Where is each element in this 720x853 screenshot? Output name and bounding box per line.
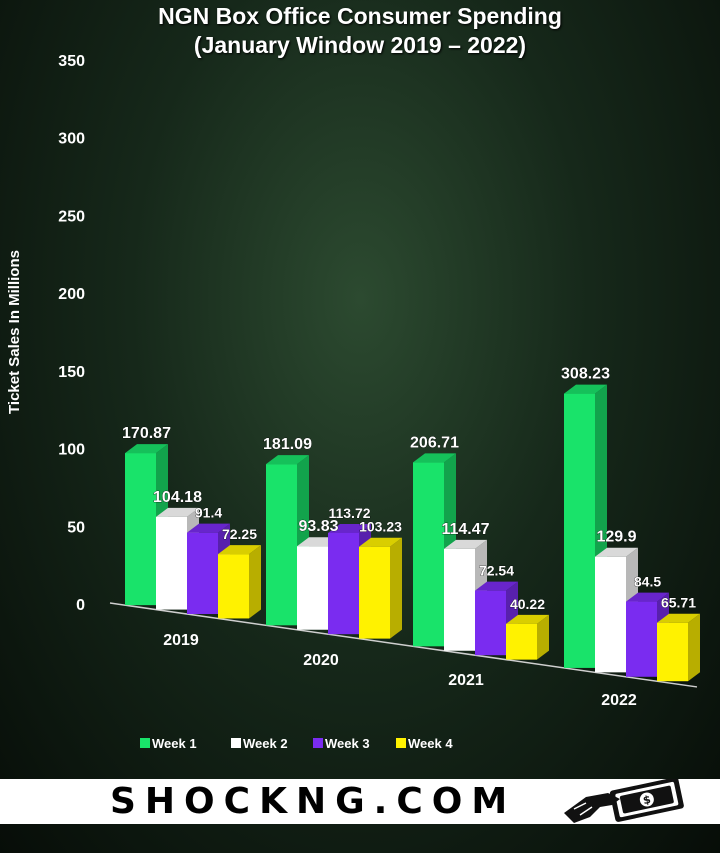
bar-top: [506, 614, 549, 624]
legend-swatch: [140, 738, 150, 748]
bar-side: [390, 537, 402, 639]
y-tick-label: 150: [58, 364, 85, 381]
y-tick-label: 200: [58, 286, 85, 303]
bar-side: [249, 545, 261, 619]
bar-top: [125, 444, 168, 454]
data-label: 129.9: [596, 529, 636, 546]
svg-text:$: $: [642, 793, 652, 807]
y-tick-label: 0: [76, 597, 85, 614]
bar-week-3: [187, 532, 218, 615]
data-label: 308.23: [561, 366, 610, 383]
bar-week-3: [626, 601, 657, 677]
legend-swatch: [313, 738, 323, 748]
bar-top: [444, 539, 487, 549]
bar-week-2: [297, 546, 328, 630]
bar-week-4: [359, 546, 390, 639]
bar-week-4: [657, 622, 688, 682]
bar-top: [626, 592, 669, 602]
bar-week-2: [444, 548, 475, 651]
bar-week-3: [475, 590, 506, 656]
bar-side: [537, 614, 549, 660]
data-label: 91.4: [195, 505, 222, 521]
chart-subtitle: (January Window 2019 – 2022): [193, 32, 527, 58]
bar-week-1: [564, 393, 595, 668]
data-label: 40.22: [510, 596, 545, 612]
bar-top: [475, 581, 518, 591]
bar-top: [328, 523, 371, 533]
x-tick-label: 2020: [303, 652, 339, 669]
data-label: 72.54: [479, 563, 514, 579]
y-tick-label: 100: [58, 442, 85, 459]
bar-week-2: [595, 556, 626, 673]
bar-week-1: [266, 464, 297, 626]
bar-week-1: [413, 462, 444, 647]
y-tick-label: 250: [58, 208, 85, 225]
chart-title: NGN Box Office Consumer Spending: [158, 3, 562, 29]
brand-name[interactable]: SHOCKNG.COM: [110, 781, 517, 822]
data-label: 93.83: [298, 518, 338, 535]
data-label: 114.47: [441, 521, 489, 538]
bar-week-4: [218, 554, 249, 619]
data-label: 84.5: [634, 574, 661, 590]
data-label: 113.72: [328, 505, 370, 521]
data-label: 104.18: [153, 489, 202, 506]
bar-top: [156, 507, 199, 517]
x-tick-label: 2019: [163, 632, 199, 649]
data-label: 170.87: [122, 425, 171, 442]
bar-top: [266, 455, 309, 465]
legend-swatch: [231, 738, 241, 748]
bar-top: [564, 384, 607, 394]
legend-label: Week 2: [243, 736, 288, 751]
legend-label: Week 1: [152, 736, 197, 751]
legend-swatch: [396, 738, 406, 748]
bar-top: [657, 613, 700, 623]
data-label: 65.71: [661, 595, 696, 611]
legend-label: Week 4: [408, 736, 453, 751]
bar-chart: Ticket Sales In Millions 0 50 100 150 200 250 3…: [6, 53, 700, 751]
x-axis-line: [109, 602, 698, 688]
x-tick-label: 2021: [448, 672, 484, 689]
data-label: 72.25: [222, 526, 257, 542]
bar-top: [413, 453, 456, 463]
bar-week-1: [125, 453, 156, 606]
data-label: 181.09: [263, 436, 312, 453]
data-label: 206.71: [410, 434, 459, 451]
y-tick-label: 300: [58, 131, 85, 148]
legend-label: Week 3: [325, 736, 370, 751]
bar-top: [218, 545, 261, 555]
bar-week-4: [506, 623, 537, 660]
x-tick-label: 2022: [601, 692, 637, 709]
footer-banner: SHOCKNG.COM $: [0, 779, 720, 824]
bar-week-2: [156, 516, 187, 610]
bar-side: [688, 613, 700, 682]
y-axis-label: Ticket Sales In Millions: [6, 250, 23, 414]
hand-holding-money-icon: $: [564, 779, 684, 823]
bar-week-3: [328, 532, 359, 635]
bar-top: [359, 537, 402, 547]
bar-top: [595, 547, 638, 557]
y-tick-label: 350: [58, 53, 85, 70]
bar-top: [187, 523, 230, 533]
y-tick-label: 50: [67, 519, 85, 536]
data-label: 103.23: [359, 519, 402, 535]
